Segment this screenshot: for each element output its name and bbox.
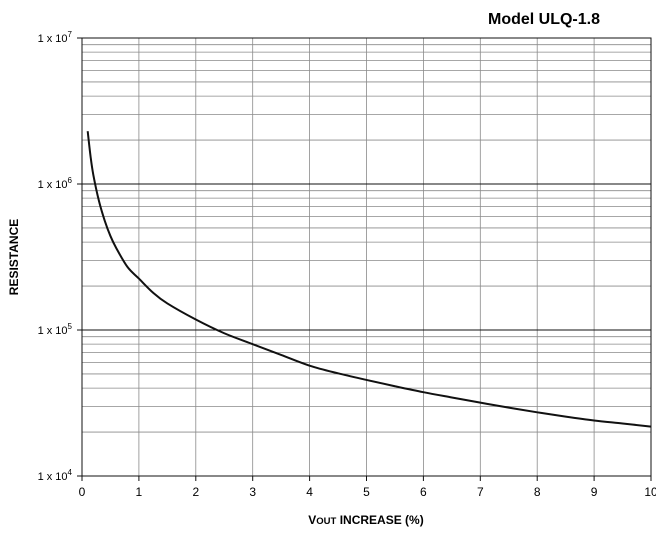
x-tick-label: 1 — [136, 485, 143, 499]
series-layer — [86, 131, 652, 428]
y-tick-label: 1 x 107 — [38, 30, 73, 45]
y-tick-label: 1 x 104 — [38, 468, 73, 483]
x-tick-label: 5 — [363, 485, 370, 499]
x-tick-label: 9 — [591, 485, 598, 499]
x-tick-label: 10 — [644, 485, 656, 499]
grid — [82, 38, 651, 476]
y-axis-ticks: 1 x 104 1 x 105 1 x 106 1 x 107 — [38, 30, 82, 483]
x-tick-label: 0 — [79, 485, 86, 499]
x-tick-label: 8 — [534, 485, 541, 499]
chart-title: Model ULQ-1.8 — [488, 11, 600, 28]
x-tick-label: 7 — [477, 485, 484, 499]
y-tick-label: 1 x 106 — [38, 176, 73, 191]
y-axis-label: RESISTANCE — [7, 219, 21, 295]
x-axis-label: VOUT INCREASE (%) — [308, 513, 423, 527]
x-tick-label: 2 — [192, 485, 199, 499]
series-line — [86, 131, 652, 428]
x-tick-label: 6 — [420, 485, 427, 499]
y-tick-label: 1 x 105 — [38, 322, 73, 337]
x-axis-ticks: 0 1 2 3 4 5 6 7 8 9 10 — [79, 476, 656, 499]
x-tick-label: 4 — [306, 485, 313, 499]
x-tick-label: 3 — [249, 485, 256, 499]
